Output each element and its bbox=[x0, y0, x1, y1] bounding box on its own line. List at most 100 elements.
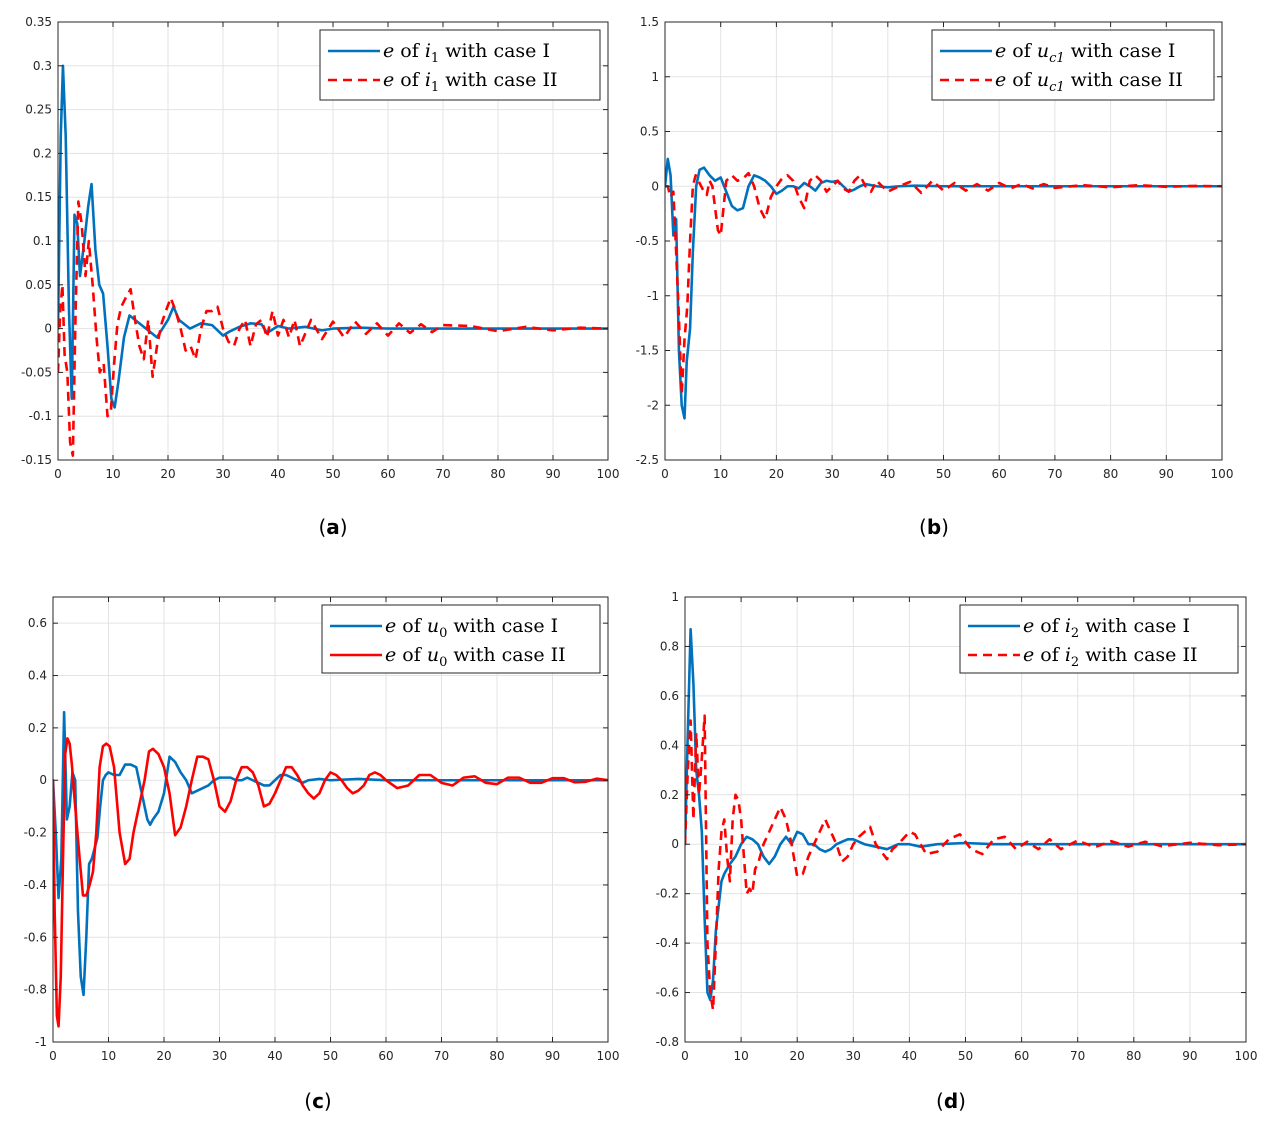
x-tick-label: 10 bbox=[105, 467, 120, 481]
y-tick-label: -0.6 bbox=[656, 986, 679, 1000]
legend: e of i2 with case I e of i2 with case II bbox=[959, 604, 1239, 674]
legend-label-1: e of i1 with case I bbox=[383, 40, 550, 66]
y-tick-label: 0.35 bbox=[25, 15, 52, 29]
x-tick-label: 70 bbox=[435, 467, 450, 481]
y-tick-label: 0.2 bbox=[28, 721, 47, 735]
panel-caption: (c) bbox=[304, 1089, 331, 1113]
y-tick-label: 0 bbox=[671, 837, 679, 851]
y-tick-label: 0.2 bbox=[33, 146, 52, 160]
y-tick-label: 1.5 bbox=[640, 15, 659, 29]
x-tick-label: 0 bbox=[54, 467, 62, 481]
x-tick-label: 30 bbox=[846, 1049, 861, 1063]
series-line-1 bbox=[685, 627, 1246, 1002]
legend: e of uc1 with case I e of uc1 with case I… bbox=[931, 29, 1215, 101]
y-tick-label: -0.2 bbox=[24, 826, 47, 840]
y-tick-label: -0.05 bbox=[21, 365, 52, 379]
y-tick-label: 0.25 bbox=[25, 103, 52, 117]
x-tick-label: 50 bbox=[325, 467, 340, 481]
x-tick-label: 10 bbox=[733, 1049, 748, 1063]
y-tick-label: -2 bbox=[647, 398, 659, 412]
legend: e of i1 with case I e of i1 with case II bbox=[319, 29, 601, 101]
x-tick-label: 30 bbox=[212, 1049, 227, 1063]
legend-label-2: e of u0 with case II bbox=[385, 644, 566, 670]
y-tick-label: 0.1 bbox=[33, 234, 52, 248]
x-tick-label: 20 bbox=[156, 1049, 171, 1063]
x-tick-label: 50 bbox=[936, 467, 951, 481]
legend-box bbox=[959, 604, 1239, 674]
y-tick-label: 0.8 bbox=[660, 639, 679, 653]
legend-label-2: e of i1 with case II bbox=[383, 69, 557, 95]
x-tick-label: 100 bbox=[1211, 467, 1234, 481]
y-tick-label: 0.05 bbox=[25, 278, 52, 292]
y-tick-label: 0 bbox=[44, 322, 52, 336]
y-tick-label: 0.5 bbox=[640, 125, 659, 139]
x-tick-label: 50 bbox=[323, 1049, 338, 1063]
legend-label-2: e of i2 with case II bbox=[1023, 644, 1197, 670]
x-tick-label: 70 bbox=[1070, 1049, 1085, 1063]
y-tick-label: 0.4 bbox=[28, 669, 47, 683]
panel-caption: (b) bbox=[919, 515, 949, 539]
x-tick-label: 70 bbox=[1047, 467, 1062, 481]
series-line-1 bbox=[53, 710, 608, 997]
series-line-2 bbox=[53, 737, 608, 1028]
y-tick-label: 0.2 bbox=[660, 788, 679, 802]
x-tick-label: 0 bbox=[681, 1049, 689, 1063]
chart-panel-a: 0 10 20 30 40 50 60 70 80 90 100 -0.15 -0.1 -0.05 0 0.0… bbox=[21, 15, 620, 539]
legend: e of u0 with case I e of u0 with case II bbox=[321, 604, 601, 674]
y-tick-label: 0.6 bbox=[660, 689, 679, 703]
chart-panel-b: 0 10 20 30 40 50 60 70 80 90 100 -2.5 -2 -1.5 -1 -0.5 0 0… bbox=[636, 15, 1234, 539]
x-tick-label: 40 bbox=[902, 1049, 917, 1063]
y-tick-label: -1.5 bbox=[636, 344, 659, 358]
x-tick-label: 100 bbox=[597, 467, 620, 481]
x-tick-label: 60 bbox=[992, 467, 1007, 481]
y-tick-label: -0.5 bbox=[636, 234, 659, 248]
y-tick-label: -0.6 bbox=[24, 930, 47, 944]
y-tick-label: -0.2 bbox=[656, 887, 679, 901]
x-tick-label: 20 bbox=[790, 1049, 805, 1063]
series-line-2 bbox=[665, 171, 1222, 396]
y-tick-label: -0.4 bbox=[656, 936, 679, 950]
x-tick-label: 90 bbox=[1159, 467, 1174, 481]
x-tick-label: 10 bbox=[713, 467, 728, 481]
legend-label-2: e of uc1 with case II bbox=[995, 69, 1183, 95]
x-tick-label: 100 bbox=[1235, 1049, 1258, 1063]
x-tick-label: 40 bbox=[880, 467, 895, 481]
legend-label-1: e of u0 with case I bbox=[385, 615, 558, 641]
y-tick-label: 0.4 bbox=[660, 738, 679, 752]
y-tick-label: 1 bbox=[651, 70, 659, 84]
y-tick-label: -0.1 bbox=[29, 409, 52, 423]
x-tick-label: 80 bbox=[490, 467, 505, 481]
x-tick-label: 10 bbox=[101, 1049, 116, 1063]
legend-box bbox=[931, 29, 1215, 101]
legend-label-1: e of i2 with case I bbox=[1023, 615, 1190, 641]
x-tick-label: 20 bbox=[160, 467, 175, 481]
x-tick-label: 90 bbox=[1182, 1049, 1197, 1063]
panel-caption: (d) bbox=[936, 1089, 966, 1113]
y-tick-label: 0.3 bbox=[33, 59, 52, 73]
y-tick-label: 0.15 bbox=[25, 190, 52, 204]
y-tick-label: 0.6 bbox=[28, 616, 47, 630]
y-tick-label: -0.15 bbox=[21, 453, 52, 467]
chart-panel-d: 0 10 20 30 40 50 60 70 80 90 100 -0.8 -0.6 -0.4 -0.2 0 0… bbox=[656, 590, 1258, 1113]
x-tick-label: 0 bbox=[661, 467, 669, 481]
x-tick-label: 30 bbox=[824, 467, 839, 481]
x-tick-label: 40 bbox=[267, 1049, 282, 1063]
x-tick-label: 70 bbox=[434, 1049, 449, 1063]
y-tick-label: -0.8 bbox=[24, 983, 47, 997]
x-tick-label: 60 bbox=[378, 1049, 393, 1063]
y-tick-label: 1 bbox=[671, 590, 679, 604]
chart-panel-c: 0 10 20 30 40 50 60 70 80 90 100 -1 -0.8 -0.6 -0.4 -0.2… bbox=[24, 596, 620, 1113]
legend-label-1: e of uc1 with case I bbox=[995, 40, 1175, 66]
y-tick-label: 0 bbox=[39, 773, 47, 787]
x-tick-label: 80 bbox=[489, 1049, 504, 1063]
legend-box bbox=[321, 604, 601, 674]
series-line-1 bbox=[665, 157, 1222, 420]
panel-caption: (a) bbox=[318, 515, 347, 539]
x-tick-label: 30 bbox=[215, 467, 230, 481]
x-tick-label: 80 bbox=[1103, 467, 1118, 481]
y-tick-label: 0 bbox=[651, 179, 659, 193]
x-tick-label: 0 bbox=[49, 1049, 57, 1063]
y-tick-label: -0.8 bbox=[656, 1035, 679, 1049]
x-tick-label: 100 bbox=[597, 1049, 620, 1063]
